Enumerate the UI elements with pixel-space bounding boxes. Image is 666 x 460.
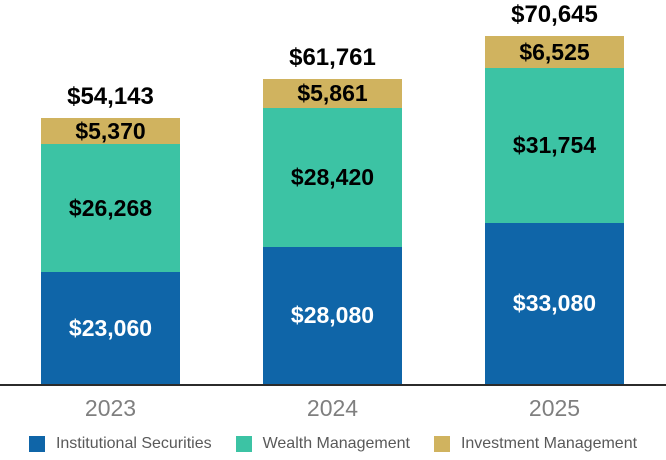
value-label: $33,080 <box>512 290 597 316</box>
segment-wealth-management-2024: $28,420 <box>263 108 402 247</box>
legend-swatch-investment-management <box>433 436 450 452</box>
x-tick-label-2023: 2023 <box>84 395 137 421</box>
legend-item-investment-management: Investment Management <box>433 435 638 453</box>
segment-institutional-securities-2024: $28,080 <box>263 247 402 384</box>
legend-label-investment-management: Investment Management <box>460 435 638 452</box>
legend-item-institutional-securities: Institutional Securities <box>28 435 212 453</box>
segment-wealth-management-2025: $31,754 <box>485 68 624 223</box>
value-label: $31,754 <box>512 132 597 158</box>
value-label: $23,060 <box>68 314 153 341</box>
value-label: $28,420 <box>290 164 375 190</box>
x-axis-line <box>0 384 666 386</box>
total-label-2025: $70,645 <box>511 1 598 28</box>
legend-label-institutional-securities: Institutional Securities <box>55 435 212 452</box>
segment-investment-management-2023: $5,370 <box>41 118 180 144</box>
bar-column-2025: $70,645 $6,525 $31,754 $33,080 <box>485 1 624 384</box>
plot-area: $54,143 $5,370 $26,268 $23,060 $61,761 $5,861… <box>41 1 624 384</box>
legend-swatch-institutional-securities <box>28 436 45 452</box>
bar-2025: $6,525 $31,754 $33,080 <box>485 36 624 384</box>
total-label-2024: $61,761 <box>289 44 376 71</box>
bar-column-2023: $54,143 $5,370 $26,268 $23,060 <box>41 83 180 384</box>
bar-2023: $5,370 $26,268 $23,060 <box>41 118 180 384</box>
bar-2024: $5,861 $28,420 $28,080 <box>263 79 402 384</box>
legend-swatch-wealth-management <box>235 436 252 452</box>
value-label: $28,080 <box>290 302 375 328</box>
legend-label-wealth-management: Wealth Management <box>262 435 410 452</box>
total-label-2023: $54,143 <box>67 83 154 110</box>
value-label: $26,268 <box>68 194 153 221</box>
segment-wealth-management-2023: $26,268 <box>41 144 180 272</box>
segment-institutional-securities-2025: $33,080 <box>485 223 624 384</box>
value-label: $5,861 <box>297 80 368 106</box>
segment-institutional-securities-2023: $23,060 <box>41 272 180 384</box>
bar-column-2024: $61,761 $5,861 $28,420 $28,080 <box>263 44 402 384</box>
legend-item-wealth-management: Wealth Management <box>235 435 410 453</box>
x-axis-labels: 2023 2024 2025 <box>0 395 666 422</box>
segment-investment-management-2025: $6,525 <box>485 36 624 68</box>
chart-legend: Institutional Securities Wealth Managemen… <box>0 435 666 453</box>
value-label: $6,525 <box>519 38 590 65</box>
x-tick-label-2024: 2024 <box>306 395 359 421</box>
x-tick-label-2025: 2025 <box>528 395 581 421</box>
segment-investment-management-2024: $5,861 <box>263 79 402 108</box>
value-label: $5,370 <box>75 117 146 144</box>
